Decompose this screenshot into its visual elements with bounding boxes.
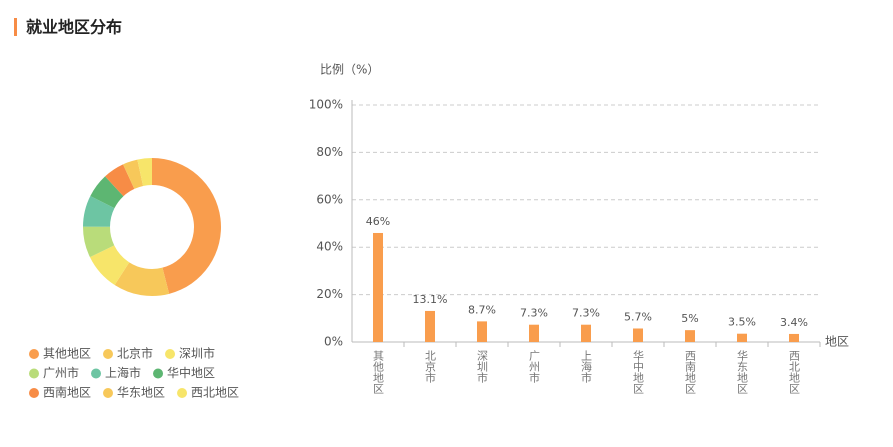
donut-slice <box>105 164 135 197</box>
value-label: 5.7% <box>624 310 652 323</box>
y-tick-label: 20% <box>316 287 343 301</box>
legend-label: 华中地区 <box>167 365 215 380</box>
y-tick-label: 60% <box>316 192 343 206</box>
donut-slice <box>83 226 115 258</box>
y-axis-label: 比例（%） <box>320 63 379 77</box>
donut-slice <box>137 158 152 186</box>
legend-label: 西北地区 <box>191 386 239 400</box>
value-label: 7.3% <box>572 307 600 320</box>
bar <box>633 328 643 342</box>
bar <box>529 324 539 342</box>
donut-slice <box>89 245 130 286</box>
legend-swatch <box>29 349 39 359</box>
x-axis-label: 地区 <box>825 335 849 349</box>
value-label: 3.4% <box>780 316 808 329</box>
legend-swatch <box>165 349 176 359</box>
page-title: 就业地区分布 <box>26 18 122 37</box>
title-accent <box>14 18 17 36</box>
y-tick-label: 40% <box>316 240 343 254</box>
legend-label: 西南地区 <box>43 385 91 400</box>
legend-swatch <box>153 368 164 379</box>
legend-label: 北京市 <box>117 346 153 361</box>
legend-swatch <box>103 388 114 398</box>
x-tick-label: 西北地区 <box>788 350 801 394</box>
x-tick-label: 北京市 <box>424 350 437 384</box>
bar <box>737 333 747 342</box>
donut-slice <box>114 262 170 297</box>
value-label: 8.7% <box>468 303 496 316</box>
legend-label: 深圳市 <box>179 346 215 361</box>
legend-swatch <box>29 368 39 379</box>
donut-slice <box>152 158 222 294</box>
value-label: 13.1% <box>413 293 448 306</box>
legend-swatch <box>103 349 114 359</box>
x-tick-label: 华中地区 <box>632 349 645 394</box>
value-label: 5% <box>681 312 698 325</box>
legend-swatch <box>91 368 102 379</box>
x-tick-label: 其他地区 <box>372 350 385 394</box>
x-tick-label: 上海市 <box>580 350 593 384</box>
x-tick-label: 深圳市 <box>476 350 489 384</box>
bar <box>789 333 799 342</box>
legend-label: 华东地区 <box>117 386 165 400</box>
donut-slice <box>90 176 124 209</box>
legend-label: 上海市 <box>105 365 141 380</box>
legend-swatch <box>29 388 39 398</box>
y-tick-label: 100% <box>309 98 343 112</box>
donut-slice <box>123 159 144 189</box>
bar <box>581 324 591 342</box>
bar <box>685 330 695 342</box>
donut-slice <box>83 196 115 227</box>
value-label: 3.5% <box>728 316 756 329</box>
y-tick-label: 80% <box>316 145 343 159</box>
x-tick-label: 西南地区 <box>684 350 697 394</box>
legend-label: 广州市 <box>43 365 79 380</box>
x-tick-label: 广州市 <box>528 350 541 384</box>
x-tick-label: 华东地区 <box>736 349 749 394</box>
bar <box>425 310 435 342</box>
bar <box>477 321 487 342</box>
legend-swatch <box>177 388 188 398</box>
y-tick-label: 0% <box>324 335 343 349</box>
bar <box>373 232 383 342</box>
value-label: 46% <box>366 215 390 228</box>
legend-label: 其他地区 <box>43 347 91 361</box>
value-label: 7.3% <box>520 307 548 320</box>
